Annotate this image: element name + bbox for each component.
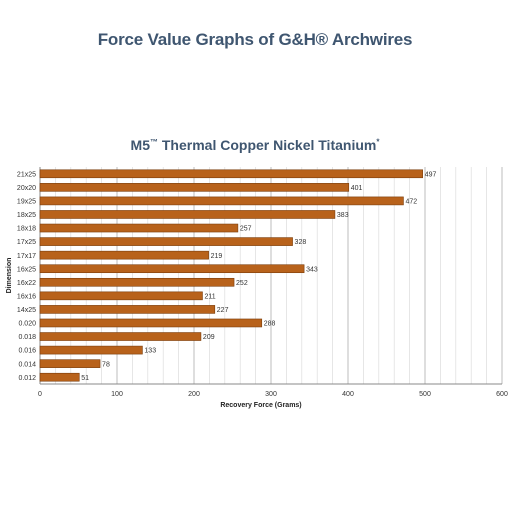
category-label: 20x20: [17, 185, 36, 192]
category-label: 16x16: [17, 293, 36, 300]
data-label: 51: [81, 375, 89, 382]
x-tick-label: 500: [419, 391, 431, 398]
category-label: 14x25: [17, 307, 36, 314]
asterisk-mark: *: [376, 137, 380, 147]
bar: [39, 318, 263, 328]
bar: [39, 223, 239, 233]
bar: [39, 332, 202, 341]
bar: [39, 237, 293, 246]
category-label: 0.016: [18, 348, 36, 355]
bar: [39, 210, 336, 219]
category-label: 17x25: [17, 239, 36, 246]
data-label: 78: [102, 361, 110, 368]
data-label: 401: [351, 185, 363, 192]
category-label: 18x25: [17, 212, 36, 219]
data-label: 497: [425, 171, 437, 178]
x-tick-label: 300: [265, 391, 277, 398]
bar: [39, 196, 404, 206]
category-label: 18x18: [17, 226, 36, 233]
data-label: 209: [203, 334, 215, 341]
data-label: 219: [211, 253, 223, 260]
x-tick-label: 400: [342, 391, 354, 398]
category-label: 21x25: [17, 171, 36, 178]
bar: [39, 305, 216, 314]
category-label: 19x25: [17, 199, 36, 206]
category-label: 17x17: [17, 253, 36, 260]
category-label: 0.014: [18, 361, 36, 368]
chart-title-rest: Thermal Copper Nickel Titanium: [157, 137, 377, 153]
data-label: 472: [405, 199, 417, 206]
data-label: 211: [204, 293, 215, 300]
bar: [39, 277, 235, 287]
data-label: 343: [306, 266, 318, 273]
bar: [39, 291, 203, 301]
data-label: 257: [240, 226, 252, 233]
bar: [39, 169, 423, 179]
data-label: 227: [217, 307, 229, 314]
category-label: 16x22: [17, 280, 36, 287]
x-tick-label: 600: [496, 391, 508, 398]
data-label: 383: [337, 212, 349, 219]
bar: [39, 372, 80, 382]
x-tick-label: 100: [111, 391, 123, 398]
data-label: 328: [295, 239, 307, 246]
category-label: 0.020: [18, 321, 36, 328]
x-tick-label: 0: [38, 391, 42, 398]
bar: [39, 345, 143, 355]
data-label: 252: [236, 280, 248, 287]
bar: [39, 183, 350, 192]
x-tick-label: 200: [188, 391, 200, 398]
data-label: 288: [264, 321, 276, 328]
x-axis-label: Recovery Force (Grams): [220, 402, 301, 409]
trademark-mark: ™: [149, 137, 158, 147]
category-label: 0.012: [18, 375, 36, 382]
category-label: 16x25: [17, 266, 36, 273]
chart-title: M5™ Thermal Copper Nickel Titanium*: [0, 137, 510, 153]
chart-title-main: M5: [130, 137, 150, 153]
y-axis-label: Dimension: [6, 258, 13, 294]
bar: [39, 250, 209, 260]
bar: [39, 264, 305, 274]
data-label: 133: [144, 348, 156, 355]
bar: [39, 359, 101, 368]
page-title: Force Value Graphs of G&H® Archwires: [97, 30, 413, 49]
category-label: 0.018: [18, 334, 36, 341]
